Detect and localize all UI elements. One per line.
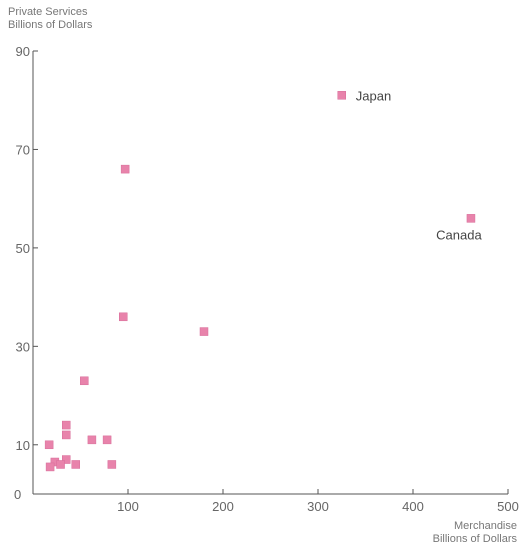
data-point bbox=[87, 435, 97, 445]
data-point bbox=[44, 440, 54, 450]
y-tick-label: 10 bbox=[16, 438, 30, 453]
x-tick-label: 200 bbox=[212, 499, 234, 514]
y-tick-label: 70 bbox=[16, 142, 30, 157]
data-point bbox=[62, 430, 71, 440]
data-point-label: Japan bbox=[356, 88, 391, 103]
data-point bbox=[119, 312, 128, 322]
data-point bbox=[107, 460, 117, 469]
data-point bbox=[62, 420, 71, 430]
x-axis-label: Merchandise Billions of Dollars bbox=[433, 520, 517, 546]
y-tick-label: 50 bbox=[16, 241, 30, 256]
y-axis-label: Private Services Billions of Dollars bbox=[8, 6, 92, 32]
data-point bbox=[56, 460, 65, 469]
y-tick-label-origin: 0 bbox=[14, 487, 21, 502]
data-point bbox=[80, 376, 89, 386]
data-point bbox=[71, 460, 80, 469]
data-point-label: Canada bbox=[436, 227, 482, 242]
data-point bbox=[120, 164, 130, 174]
x-tick-label: 300 bbox=[307, 499, 329, 514]
y-tick-label: 30 bbox=[16, 339, 30, 354]
x-axis-label-line2: Billions of Dollars bbox=[432, 533, 517, 545]
y-axis-label-line1: Private Services bbox=[8, 6, 88, 18]
data-point bbox=[337, 91, 346, 100]
x-axis-label-line1: Merchandise bbox=[454, 520, 517, 532]
x-tick-label: 400 bbox=[402, 499, 424, 514]
x-tick-label: 100 bbox=[117, 499, 139, 514]
data-point bbox=[102, 435, 112, 445]
y-tick-label: 90 bbox=[16, 44, 30, 59]
data-point bbox=[466, 214, 476, 223]
data-point bbox=[62, 455, 71, 464]
data-point bbox=[45, 462, 55, 472]
x-tick-label: 500 bbox=[497, 499, 519, 514]
data-point bbox=[199, 327, 209, 336]
y-axis-label-line2: Billions of Dollars bbox=[8, 19, 93, 31]
